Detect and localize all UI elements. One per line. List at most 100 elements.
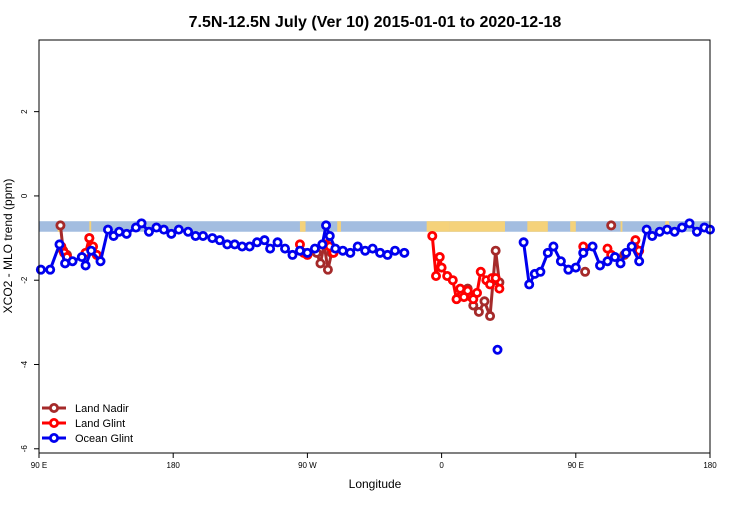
legend: Land Nadir Land Glint Ocean Glint — [42, 402, 133, 445]
data-point — [490, 245, 501, 256]
legend-label: Ocean Glint — [75, 433, 133, 445]
data-point — [580, 266, 591, 277]
data-point — [121, 228, 132, 239]
y-tick-label: -4 — [20, 360, 29, 368]
data-point — [473, 306, 484, 317]
x-tick-label: 90 E — [568, 461, 584, 470]
land-band-segment — [570, 221, 576, 232]
land-band-segment — [527, 221, 548, 232]
data-point — [84, 233, 95, 244]
data-point — [472, 287, 483, 298]
data-point — [272, 237, 283, 248]
x-axis-label: Longitude — [349, 477, 402, 491]
chart-title: 7.5N-12.5N July (Ver 10) 2015-01-01 to 2… — [189, 14, 562, 31]
data-point — [143, 226, 154, 237]
data-point — [434, 252, 445, 263]
data-point — [492, 344, 503, 355]
land-band-segment — [426, 221, 450, 232]
x-axis: 90 E 180 90 W 0 90 E 180 — [31, 453, 717, 470]
data-point — [587, 241, 598, 252]
data-point — [322, 264, 333, 275]
x-tick-label: 0 — [439, 461, 444, 470]
data-point — [479, 296, 490, 307]
data-point — [158, 224, 169, 235]
land-band-segment — [89, 221, 92, 232]
data-point — [518, 237, 529, 248]
data-point — [95, 256, 106, 267]
data-point — [324, 230, 335, 241]
ocean-band — [39, 221, 710, 232]
data-point — [382, 249, 393, 260]
data-point — [621, 247, 632, 258]
land-band-segment — [337, 221, 341, 232]
data-point — [524, 279, 535, 290]
data-point — [321, 220, 332, 231]
data-point — [280, 243, 291, 254]
data-point — [490, 273, 501, 284]
data-point — [436, 262, 447, 273]
y-axis-label: XCO2 - MLO trend (ppm) — [1, 179, 15, 314]
land-band-segment — [449, 221, 505, 232]
data-point — [475, 266, 486, 277]
data-point — [684, 218, 695, 229]
data-point — [609, 252, 620, 263]
series-ocean-glint — [35, 218, 716, 355]
data-point — [54, 239, 65, 250]
legend-marker — [49, 417, 60, 428]
data-point — [287, 249, 298, 260]
legend-label: Land Glint — [75, 418, 125, 430]
y-tick-label: -6 — [20, 445, 29, 453]
y-tick-label: -2 — [20, 276, 29, 284]
data-point — [595, 260, 606, 271]
data-point — [494, 283, 505, 294]
data-point — [427, 230, 438, 241]
data-point — [352, 241, 363, 252]
land-band-segment — [620, 221, 623, 232]
legend-marker — [49, 432, 60, 443]
data-point — [302, 247, 313, 258]
land-band-segment — [299, 221, 306, 232]
legend-marker — [49, 402, 60, 413]
data-point — [570, 262, 581, 273]
x-tick-label: 180 — [703, 461, 717, 470]
data-point — [76, 252, 87, 263]
data-point — [647, 230, 658, 241]
data-point — [259, 235, 270, 246]
data-point — [136, 218, 147, 229]
data-point — [214, 235, 225, 246]
data-point — [555, 256, 566, 267]
data-point — [615, 258, 626, 269]
data-point — [244, 241, 255, 252]
data-point — [67, 256, 78, 267]
data-point — [80, 260, 91, 271]
data-point — [548, 241, 559, 252]
data-point — [626, 241, 637, 252]
data-point — [447, 275, 458, 286]
data-point — [641, 224, 652, 235]
data-point — [367, 243, 378, 254]
data-point — [606, 220, 617, 231]
data-point — [399, 247, 410, 258]
x-tick-label: 180 — [167, 461, 181, 470]
data-point — [55, 220, 66, 231]
data-point — [431, 270, 442, 281]
data-point — [102, 224, 113, 235]
data-point — [166, 228, 177, 239]
y-axis: 2 0 -2 -4 -6 — [20, 109, 39, 452]
data-point — [317, 239, 328, 250]
x-tick-label: 90 W — [298, 461, 317, 470]
data-point — [677, 222, 688, 233]
data-point — [86, 245, 97, 256]
data-point — [35, 264, 46, 275]
data-point — [198, 230, 209, 241]
data-point — [578, 247, 589, 258]
data-point — [173, 224, 184, 235]
data-point — [691, 226, 702, 237]
y-tick-label: 2 — [20, 109, 29, 114]
data-point — [309, 243, 320, 254]
data-point — [183, 226, 194, 237]
data-point — [535, 266, 546, 277]
data-point — [265, 243, 276, 254]
